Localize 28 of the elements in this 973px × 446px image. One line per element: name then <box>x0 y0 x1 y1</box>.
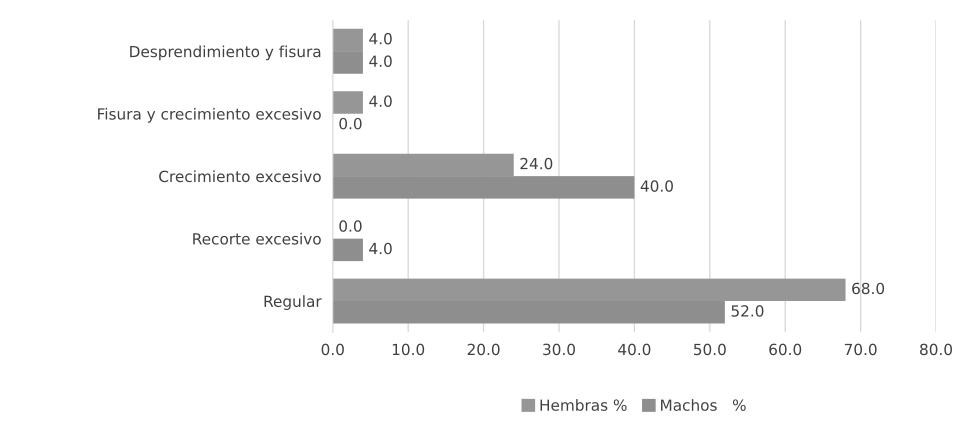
data-label: 40.0 <box>640 180 673 192</box>
legend-label: Hembras % <box>540 399 627 411</box>
bar <box>332 91 363 114</box>
x-tick-label: 40.0 <box>618 344 650 356</box>
data-label: 68.0 <box>852 282 884 294</box>
x-tick-label: 70.0 <box>844 344 877 356</box>
x-tick-label: 60.0 <box>769 344 802 356</box>
data-label: 4.0 <box>369 55 392 67</box>
y-tick-label: Desprendimiento y fisura <box>130 45 320 60</box>
data-label: 52.0 <box>732 305 764 317</box>
y-tick-label: Regular <box>264 295 322 310</box>
x-tick-label: 10.0 <box>392 344 424 356</box>
x-tick-label: 50.0 <box>694 344 726 356</box>
data-label: 4.0 <box>369 32 392 44</box>
x-tick-label: 0.0 <box>322 344 344 356</box>
data-label: 0.0 <box>339 220 362 232</box>
x-tick-label: 30.0 <box>543 344 575 356</box>
data-label: 4.0 <box>369 242 392 254</box>
legend-label: Machos % <box>661 399 746 411</box>
bar <box>332 238 363 262</box>
data-label: 24.0 <box>520 158 552 170</box>
y-tick-label: Recorte excesivo <box>193 232 321 245</box>
data-label: 4.0 <box>369 95 392 107</box>
data-label: 0.0 <box>339 118 362 130</box>
x-tick-label: 80.0 <box>920 344 952 356</box>
x-tick-label: 20.0 <box>468 344 500 356</box>
y-tick-label: Fisura y crecimiento excesivo <box>98 108 321 123</box>
y-tick-label: Crecimiento excesivo <box>159 170 321 182</box>
